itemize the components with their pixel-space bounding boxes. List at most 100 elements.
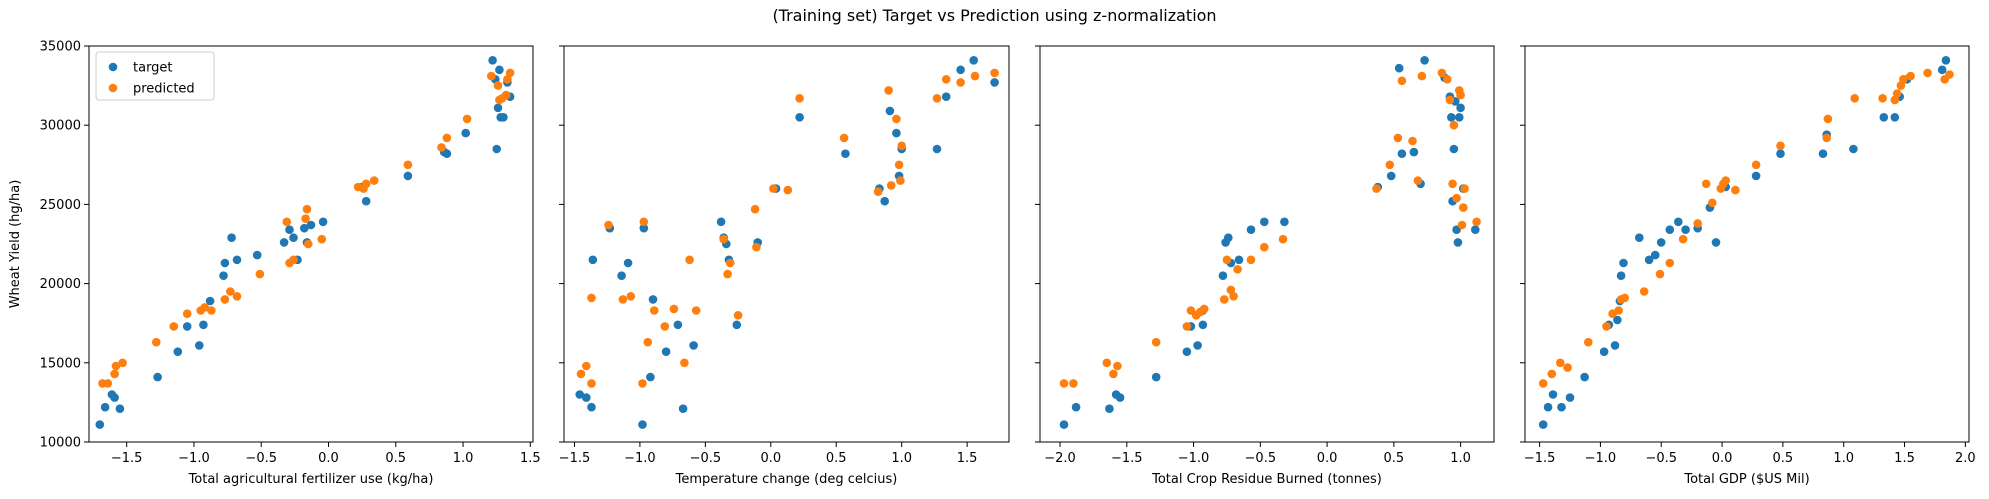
x-tick-label: −0.5: [245, 451, 277, 466]
x-tick-label: −1.5: [559, 451, 591, 466]
plot-frame: [1039, 45, 1495, 443]
data-point-target: [885, 106, 895, 116]
y-tick-label: 25000: [40, 198, 81, 213]
data-point-predicted: [1945, 70, 1954, 79]
data-point-predicted: [839, 133, 849, 143]
data-point-target: [1182, 347, 1192, 357]
data-point-predicted: [226, 287, 235, 296]
data-point-predicted: [1602, 322, 1611, 331]
data-point-predicted: [897, 141, 906, 151]
data-point-target: [990, 78, 999, 87]
data-point-predicted: [302, 204, 312, 214]
x-tick-label: 0.0: [1317, 451, 1338, 466]
data-point-predicted: [200, 303, 209, 312]
data-point-target: [361, 196, 371, 206]
data-point-predicted: [723, 269, 732, 279]
plot-frame: [1524, 45, 1970, 443]
data-point-predicted: [1614, 306, 1623, 315]
data-point-target: [1447, 113, 1456, 122]
data-point-predicted: [680, 358, 689, 368]
data-point-target: [932, 144, 942, 154]
legend: target predicted: [95, 51, 215, 101]
data-point-target: [493, 103, 503, 113]
data-point-predicted: [1113, 361, 1122, 371]
data-point-predicted: [769, 184, 778, 193]
x-tick-label: −1.5: [111, 451, 143, 466]
data-point-predicted: [638, 379, 647, 388]
data-point-predicted: [110, 369, 119, 379]
data-point-predicted: [1408, 136, 1417, 146]
data-point-predicted: [182, 309, 192, 319]
data-point-target: [623, 258, 633, 268]
data-point-predicted: [956, 78, 965, 87]
data-point-target: [1151, 372, 1161, 382]
data-point-target: [678, 404, 688, 414]
data-point-target: [199, 320, 208, 330]
data-point-predicted: [1456, 90, 1465, 100]
data-point-target: [1386, 171, 1396, 181]
data-point-target: [492, 144, 502, 154]
data-point-target: [100, 402, 110, 412]
data-point-predicted: [1278, 234, 1288, 244]
data-point-predicted: [111, 361, 121, 371]
data-point-target: [279, 238, 289, 247]
data-point-predicted: [886, 181, 896, 190]
data-point-predicted: [442, 133, 452, 143]
data-point-predicted: [1665, 258, 1675, 268]
data-point-predicted: [317, 234, 327, 244]
data-point-predicted: [282, 217, 292, 227]
x-tick-label: 0.5: [1384, 451, 1405, 466]
data-point-target: [1548, 390, 1558, 399]
x-tick-label: 1.0: [1833, 451, 1854, 466]
data-point-target: [461, 128, 471, 138]
data-point-predicted: [1448, 179, 1457, 189]
data-point-target: [1280, 217, 1289, 227]
data-point-predicted: [1731, 185, 1740, 195]
figure-title: (Training set) Target vs Prediction usin…: [772, 6, 1217, 25]
data-point-predicted: [1393, 133, 1403, 143]
data-point-predicted: [576, 369, 586, 379]
legend-box: [95, 51, 215, 101]
x-axis-label: Total GDP ($US Mil): [1683, 472, 1809, 487]
data-point-target: [941, 92, 951, 101]
data-point-predicted: [1906, 71, 1915, 81]
data-point-target: [403, 171, 413, 181]
data-point-target: [1455, 113, 1464, 122]
data-point-predicted: [1708, 198, 1717, 208]
x-axis-label: Total Crop Residue Burned (tonnes): [1151, 472, 1382, 487]
data-point-predicted: [1584, 337, 1593, 347]
data-point-predicted: [873, 187, 883, 196]
data-point-predicted: [1639, 287, 1649, 296]
data-point-predicted: [1452, 193, 1461, 203]
data-point-target: [638, 420, 647, 429]
data-point-predicted: [894, 160, 904, 170]
data-point-target: [95, 420, 105, 429]
data-point-predicted: [669, 304, 679, 314]
data-point-predicted: [1220, 295, 1229, 304]
data-point-predicted: [493, 81, 503, 90]
data-point-target: [1656, 238, 1666, 247]
data-point-predicted: [1151, 337, 1161, 347]
chart-panel-2: −1.5 −1.0 −0.5 0.0 0.5 1.0 1.5 Temperature chan…: [559, 45, 1010, 487]
data-point-predicted: [501, 90, 511, 100]
data-point-target: [1420, 56, 1429, 65]
data-point-predicted: [783, 185, 793, 195]
data-point-target: [1543, 402, 1553, 412]
data-point-target: [1849, 144, 1858, 154]
data-point-target: [1818, 149, 1828, 158]
data-point-target: [795, 113, 804, 122]
data-point-target: [617, 271, 626, 281]
data-point-predicted: [1413, 176, 1423, 185]
data-point-target: [1711, 238, 1721, 247]
data-point-target: [488, 56, 497, 65]
data-point-target: [880, 196, 889, 206]
data-point-predicted: [733, 311, 743, 320]
data-point-predicted: [1556, 358, 1565, 368]
data-point-target: [227, 233, 236, 242]
data-point-predicted: [1233, 265, 1242, 274]
data-point-predicted: [1260, 242, 1269, 252]
data-point-predicted: [1701, 179, 1711, 189]
data-point-predicted: [719, 234, 728, 244]
data-point-predicted: [604, 220, 613, 230]
